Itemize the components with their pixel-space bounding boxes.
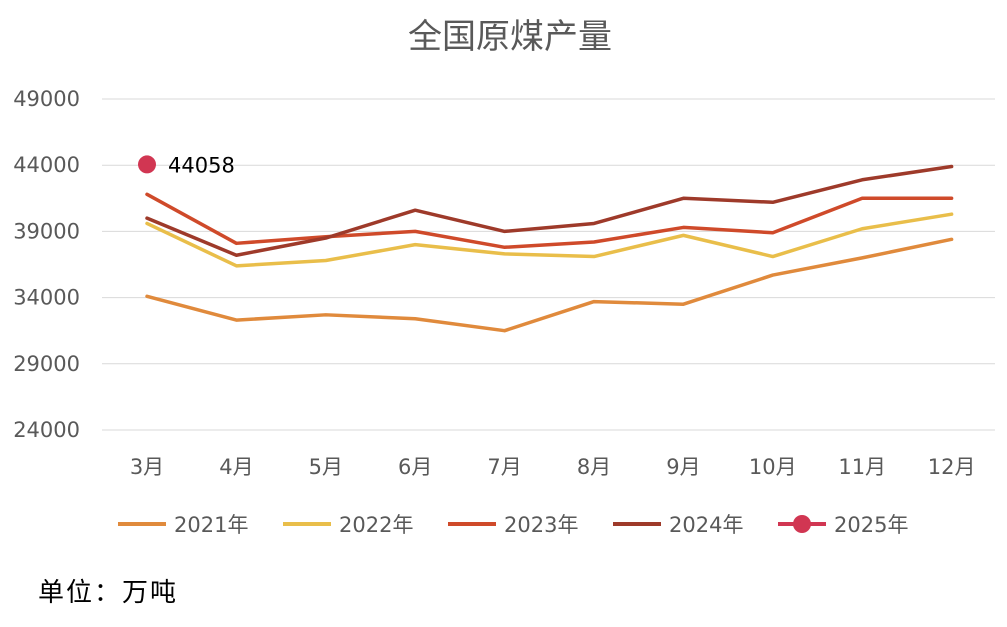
data-point-marker [138,155,156,174]
x-tick-label: 8月 [577,455,611,479]
series-markers: 44058 [138,153,235,177]
legend-label: 2023年 [504,513,578,537]
chart-title: 全国原煤产量 [408,17,612,57]
legend-label: 2022年 [339,513,413,537]
y-tick-label: 29000 [13,352,80,376]
x-tick-label: 4月 [219,455,253,479]
y-tick-label: 24000 [13,418,80,442]
legend-label: 2025年 [834,513,908,537]
legend-label: 2021年 [174,513,248,537]
data-label: 44058 [168,153,235,177]
grid [102,98,995,431]
x-axis-ticks: 3月 4月 5月 6月 7月 8月 9月 10月 11月 12月 [130,455,976,479]
y-tick-label: 49000 [13,87,80,111]
y-tick-label: 34000 [13,286,80,310]
series-line-2022年 [145,212,954,268]
legend-marker [793,515,811,533]
x-tick-label: 3月 [130,455,164,479]
x-tick-label: 5月 [309,455,343,479]
y-axis-ticks: 24000 29000 34000 39000 44000 49000 [13,87,80,442]
x-tick-label: 6月 [398,455,432,479]
chart: 全国原煤产量 24000 29000 34000 39000 44000 49000 3月… [13,17,995,537]
x-tick-label: 10月 [749,455,797,479]
y-tick-label: 44000 [13,153,80,177]
x-tick-label: 9月 [666,455,700,479]
y-tick-label: 39000 [13,219,80,243]
legend: 2021年 2022年 2023年 2024年 2025年 [118,513,908,537]
x-tick-label: 11月 [838,455,886,479]
x-tick-label: 7月 [487,455,521,479]
x-tick-label: 12月 [928,455,976,479]
legend-label: 2024年 [669,513,743,537]
series-line-2021年 [145,237,954,333]
series-line-2023年 [145,192,954,250]
series-lines [145,164,954,333]
series-line-2024年 [145,164,954,257]
unit-label: 单位：万吨 [38,578,179,608]
